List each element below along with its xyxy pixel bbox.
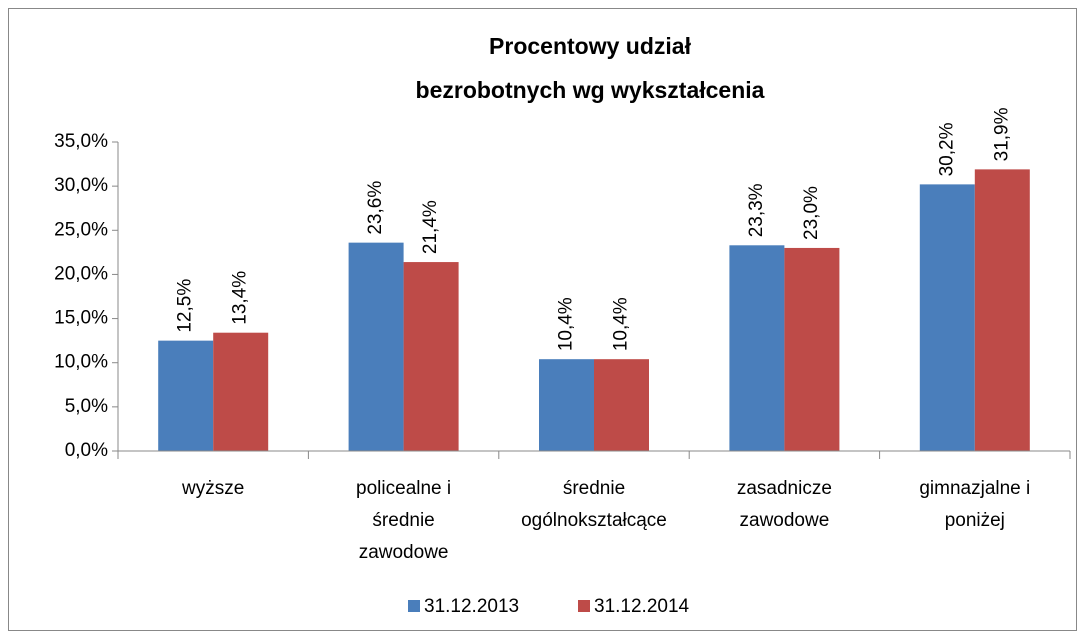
x-tick-label: ogólnokształcące [521,510,667,531]
y-tick-label: 20,0% [54,263,108,284]
bar [729,245,785,451]
x-tick-label: średnie [563,478,625,499]
value-label: 10,4% [556,297,577,351]
x-tick-label: zawodowe [740,510,830,531]
bar [539,359,594,451]
y-tick-label: 25,0% [54,219,108,240]
value-label: 12,5% [175,279,196,333]
bar [919,184,975,451]
chart-border [8,8,1077,631]
x-tick-label: wyższe [181,478,244,499]
bar [974,169,1030,451]
y-tick-label: 5,0% [65,396,108,417]
y-tick-label: 30,0% [54,175,108,196]
bar [594,359,649,451]
x-tick-label: zawodowe [359,542,449,563]
bar [348,242,404,451]
value-label: 30,2% [936,122,957,176]
bar [784,247,840,451]
value-label: 21,4% [420,200,441,254]
value-label: 23,6% [365,181,386,235]
bar [213,332,269,451]
chart-title: bezrobotnych wg wykształcenia [416,77,765,103]
value-label: 23,0% [801,186,822,240]
bar [403,262,459,451]
legend-label: 31.12.2014 [594,596,690,617]
y-tick-label: 0,0% [65,440,108,461]
x-tick-label: gimnazjalne i [919,478,1030,499]
value-label: 13,4% [230,271,251,325]
value-label: 23,3% [746,183,767,237]
y-tick-label: 10,0% [54,352,108,373]
x-tick-label: poniżej [945,510,1005,531]
bar [158,340,214,451]
x-tick-label: zasadnicze [737,478,832,499]
value-label: 10,4% [611,297,632,351]
y-tick-label: 35,0% [54,131,108,152]
y-tick-label: 15,0% [54,308,108,329]
legend-label: 31.12.2013 [424,596,519,617]
x-tick-label: policealne i [356,478,451,499]
x-tick-label: średnie [372,510,434,531]
value-label: 31,9% [991,107,1012,161]
chart-title: Procentowy udział [489,33,692,59]
legend-swatch [578,600,590,612]
legend-swatch [408,600,420,612]
